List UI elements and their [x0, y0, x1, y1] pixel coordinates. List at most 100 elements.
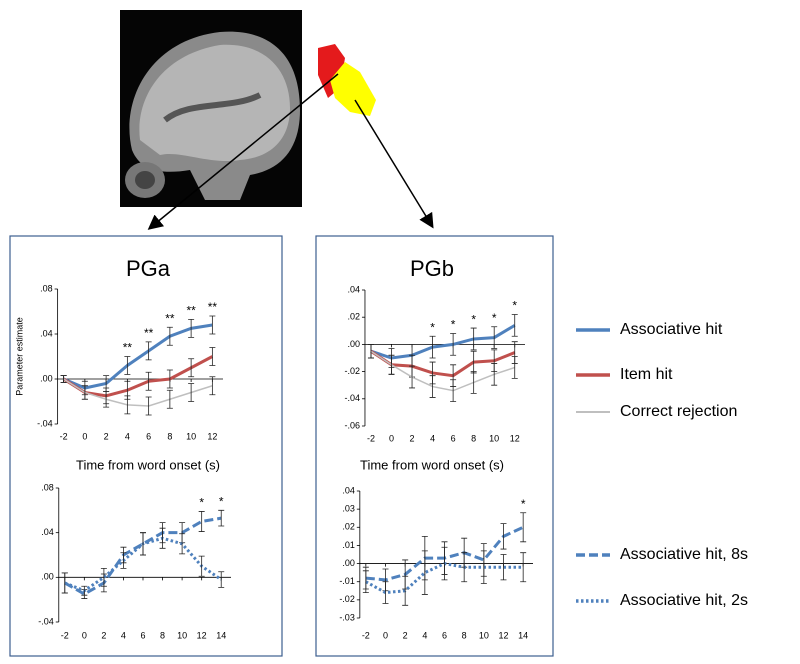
significance-marker: ** [208, 300, 218, 314]
brain-image: x = -42 [120, 10, 434, 230]
x-tick-label: 8 [167, 431, 172, 441]
y-tick-label: -.04 [344, 393, 360, 403]
chart-title: PGa [126, 256, 171, 281]
error-bar [60, 375, 67, 383]
x-tick-label: 6 [146, 431, 151, 441]
series-line [63, 378, 213, 407]
error-bar [382, 581, 389, 604]
x-tick-label: -2 [367, 433, 375, 443]
error-bar [409, 365, 416, 389]
significance-marker: * [451, 318, 456, 332]
x-tick-label: 12 [510, 433, 520, 443]
error-bar [450, 333, 457, 356]
legend-label: Associative hit, 8s [620, 546, 748, 563]
x-tick-label: 0 [389, 433, 394, 443]
y-tick-label: .00 [40, 373, 53, 383]
panel-pgb [315, 235, 554, 657]
x-tick-label: 8 [160, 630, 165, 640]
error-bar [367, 344, 374, 359]
x-tick-label: 4 [125, 431, 130, 441]
error-bar [218, 571, 225, 588]
error-bar [491, 326, 498, 349]
x-tick-label: 0 [82, 431, 87, 441]
series-line [63, 323, 213, 390]
error-bar [145, 341, 152, 361]
error-bar [209, 376, 216, 396]
y-tick-label: .04 [347, 284, 360, 294]
y-tick-label: .00 [41, 572, 54, 582]
error-bar [159, 527, 166, 549]
error-bar [140, 532, 146, 556]
error-bar [511, 314, 518, 337]
x-tick-label: 12 [207, 431, 217, 441]
series-line [370, 350, 515, 392]
y-tick-label: .08 [41, 482, 54, 492]
panel-pga [9, 235, 283, 657]
error-bar [388, 354, 395, 375]
x-tick-label: 10 [186, 431, 196, 441]
y-tick-label: .08 [40, 283, 53, 293]
chart-title: PGb [410, 256, 454, 281]
y-tick-label: .04 [342, 485, 355, 495]
legend-label: Correct rejection [620, 403, 737, 420]
error-bar [470, 371, 477, 394]
error-bar [145, 396, 152, 416]
significance-marker: * [199, 496, 204, 510]
error-bar [188, 358, 195, 378]
x-axis-label: Time from word onset (s) [360, 457, 504, 472]
brain-label: x = -42 [380, 175, 405, 184]
error-bar [461, 552, 468, 583]
error-bar [103, 390, 110, 408]
error-bar [520, 552, 527, 583]
y-tick-label: .02 [342, 522, 355, 532]
error-bar [198, 555, 205, 577]
error-bar [450, 379, 457, 402]
x-tick-label: 0 [383, 630, 388, 640]
legend: Associative hit Item hit Correct rejection… [576, 321, 748, 609]
error-bar [402, 575, 409, 606]
y-tick-label: .03 [342, 504, 355, 514]
y-tick-label: -.02 [339, 594, 355, 604]
error-bar [124, 356, 131, 375]
x-tick-label: 10 [489, 433, 499, 443]
error-bar [491, 363, 498, 386]
significance-marker: ** [186, 304, 196, 318]
error-bar [500, 554, 507, 581]
error-bar [61, 572, 68, 594]
x-tick-label: 8 [471, 433, 476, 443]
error-bar [520, 512, 527, 543]
y-tick-label: -.02 [344, 366, 360, 376]
significance-marker: * [512, 299, 517, 313]
y-tick-label: -.04 [38, 616, 54, 626]
legend-label: Associative hit [620, 321, 723, 338]
x-tick-label: 4 [430, 433, 435, 443]
significance-marker: ** [144, 326, 154, 340]
x-tick-label: 14 [216, 630, 226, 640]
error-bar [166, 326, 173, 346]
legend-label: Associative hit, 2s [620, 592, 748, 609]
y-tick-label: -.06 [344, 420, 360, 430]
x-tick-label: 4 [422, 630, 427, 640]
significance-marker: * [471, 312, 476, 326]
x-tick-label: 0 [82, 630, 87, 640]
x-axis-label: Time from word onset (s) [76, 457, 220, 472]
x-tick-label: -2 [61, 630, 69, 640]
series-line [370, 349, 516, 378]
y-tick-label: .00 [347, 339, 360, 349]
error-bar [166, 369, 173, 389]
y-axis-label: Parameter estimate [14, 317, 24, 396]
x-tick-label: 6 [442, 630, 447, 640]
x-tick-label: 12 [498, 630, 508, 640]
error-bar [145, 371, 152, 391]
x-tick-label: 14 [518, 630, 528, 640]
error-bar [421, 550, 428, 595]
error-bar [100, 568, 107, 587]
x-tick-label: 6 [451, 433, 456, 443]
y-tick-label: -.03 [339, 612, 355, 622]
series-line [64, 516, 222, 596]
x-tick-label: 10 [479, 630, 489, 640]
x-tick-label: 8 [462, 630, 467, 640]
error-bar [441, 546, 448, 581]
significance-marker: ** [123, 341, 133, 355]
